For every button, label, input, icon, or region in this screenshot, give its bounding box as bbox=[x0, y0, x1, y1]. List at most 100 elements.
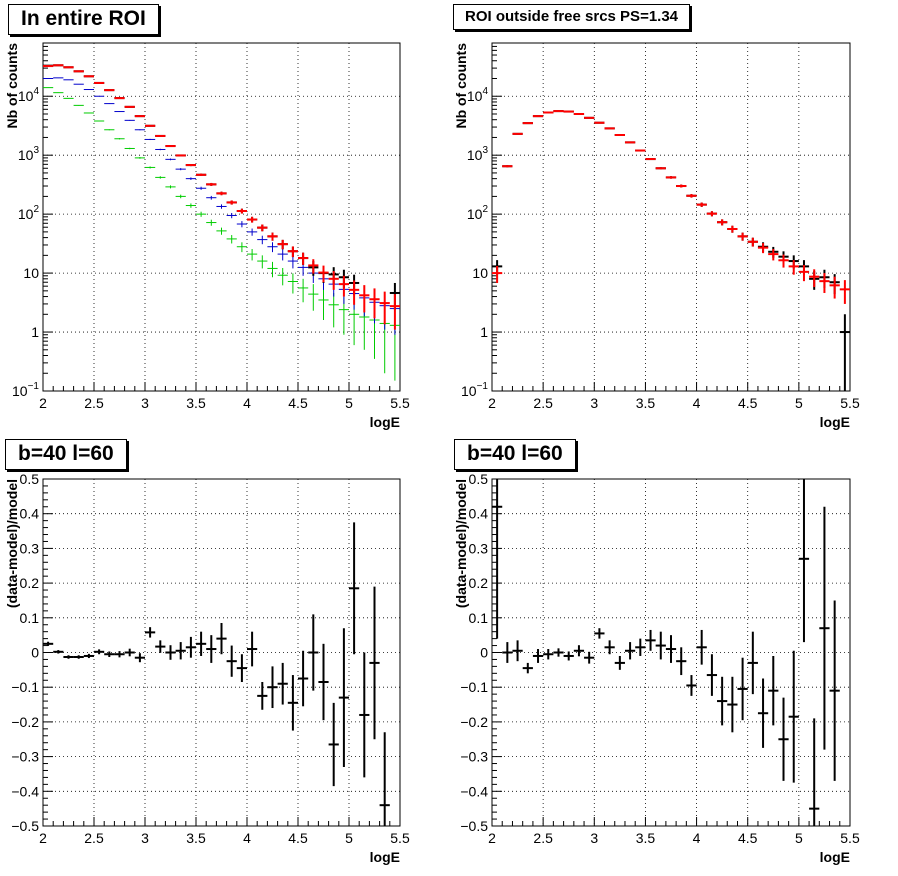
data-point bbox=[318, 644, 328, 720]
x-axis-title: logE bbox=[370, 849, 400, 865]
plot-frame bbox=[492, 43, 850, 391]
y-axis-title: (data-model)/model bbox=[4, 479, 20, 608]
data-point bbox=[809, 718, 819, 826]
x-tick-label: 3 bbox=[141, 830, 149, 846]
data-point bbox=[564, 111, 574, 112]
x-tick-label: 2.5 bbox=[533, 395, 553, 411]
data-point bbox=[196, 632, 206, 656]
x-tick-label: 3 bbox=[590, 395, 598, 411]
data-point bbox=[165, 645, 175, 660]
y-tick-label: 10−1 bbox=[461, 381, 488, 399]
y-tick-label: −0.5 bbox=[460, 818, 488, 834]
data-point bbox=[543, 112, 553, 113]
data-point bbox=[492, 266, 502, 283]
y-tick-label: 102 bbox=[467, 204, 489, 222]
data-point bbox=[830, 277, 840, 299]
data-point bbox=[278, 268, 288, 285]
data-point bbox=[656, 632, 666, 660]
data-point bbox=[645, 158, 655, 160]
data-point bbox=[237, 242, 247, 252]
data-point bbox=[288, 675, 298, 731]
data-point bbox=[778, 698, 788, 781]
data-point bbox=[63, 98, 73, 99]
y-tick-label: 0 bbox=[31, 645, 39, 661]
data-point bbox=[329, 703, 339, 786]
data-point bbox=[125, 107, 135, 108]
data-point bbox=[267, 242, 277, 252]
data-point bbox=[727, 677, 737, 733]
data-point bbox=[553, 111, 563, 112]
data-point bbox=[186, 177, 196, 180]
y-tick-label: 1 bbox=[480, 324, 488, 340]
data-point bbox=[176, 642, 186, 659]
title-pad-4: b=40 l=60 bbox=[454, 439, 576, 470]
data-point bbox=[237, 654, 247, 682]
data-point bbox=[125, 148, 135, 149]
data-point bbox=[697, 203, 707, 207]
data-point bbox=[523, 123, 533, 124]
data-point bbox=[298, 279, 308, 302]
data-point bbox=[176, 195, 186, 199]
x-tick-label: 4.5 bbox=[738, 830, 758, 846]
data-point bbox=[339, 276, 349, 297]
x-tick-label: 3 bbox=[141, 395, 149, 411]
y-tick-label: 10 bbox=[472, 265, 488, 281]
data-point bbox=[615, 134, 625, 135]
data-point bbox=[666, 635, 676, 663]
data-point bbox=[247, 229, 257, 236]
y-tick-label: 0.3 bbox=[20, 540, 40, 556]
x-tick-label: 3.5 bbox=[186, 830, 206, 846]
y-tick-label: 0.4 bbox=[469, 506, 489, 522]
data-point bbox=[768, 249, 778, 260]
data-point bbox=[237, 209, 247, 214]
data-point bbox=[318, 289, 328, 320]
data-point bbox=[329, 293, 339, 327]
x-tick-label: 5.5 bbox=[840, 830, 860, 846]
plot-frame bbox=[43, 43, 400, 391]
data-point bbox=[227, 200, 237, 204]
data-point bbox=[840, 280, 850, 304]
data-point bbox=[196, 174, 206, 176]
y-tick-label: 103 bbox=[18, 145, 40, 163]
data-point bbox=[594, 122, 604, 123]
data-point bbox=[104, 129, 114, 130]
data-point bbox=[176, 155, 186, 157]
data-point bbox=[502, 642, 512, 663]
data-point bbox=[697, 630, 707, 665]
y-tick-label: 10 bbox=[23, 265, 39, 281]
data-point bbox=[666, 176, 676, 178]
y-tick-label: 104 bbox=[18, 86, 40, 104]
data-point bbox=[768, 656, 778, 725]
y-tick-label: 104 bbox=[467, 86, 489, 104]
data-point bbox=[145, 125, 155, 126]
y-tick-label: 1 bbox=[31, 324, 39, 340]
data-point bbox=[145, 139, 155, 140]
data-point bbox=[308, 614, 318, 690]
data-point bbox=[676, 647, 686, 675]
data-point bbox=[74, 105, 84, 106]
data-point bbox=[543, 649, 553, 659]
data-point bbox=[615, 656, 625, 670]
data-point bbox=[257, 682, 267, 710]
y-tick-label: 0.2 bbox=[469, 575, 489, 591]
data-point bbox=[145, 166, 155, 168]
y-tick-label: 0.2 bbox=[20, 575, 40, 591]
series-model bbox=[43, 65, 400, 329]
x-tick-label: 5 bbox=[345, 395, 353, 411]
data-point bbox=[758, 243, 768, 253]
series-blue bbox=[43, 78, 400, 335]
data-point bbox=[53, 650, 63, 653]
data-point bbox=[206, 196, 216, 200]
y-tick-label: −0.1 bbox=[11, 679, 39, 695]
data-point bbox=[502, 165, 512, 167]
x-tick-label: 5 bbox=[345, 830, 353, 846]
data-point bbox=[94, 649, 104, 654]
data-point bbox=[656, 167, 666, 169]
data-point bbox=[748, 632, 758, 694]
data-point bbox=[512, 133, 522, 134]
y-tick-label: 0.1 bbox=[469, 610, 489, 626]
data-point bbox=[278, 663, 288, 705]
x-tick-label: 2.5 bbox=[533, 830, 553, 846]
